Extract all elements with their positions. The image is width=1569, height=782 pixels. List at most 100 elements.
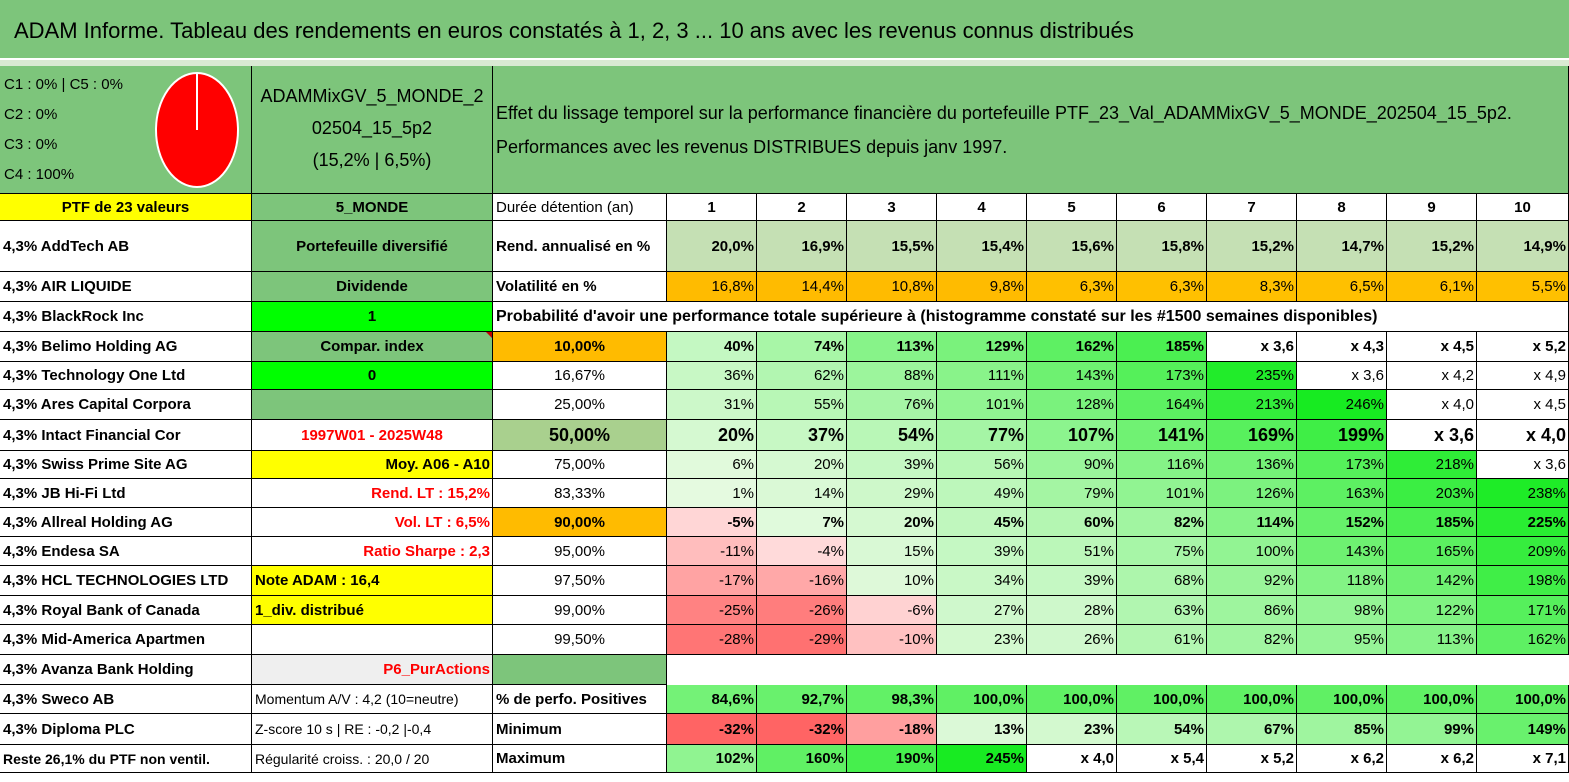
positive-performance-value: 84,6% bbox=[667, 685, 757, 714]
minimum-value: 85% bbox=[1297, 714, 1387, 745]
volatility-value: 6,1% bbox=[1387, 272, 1477, 302]
category-label: P6_PurActions bbox=[252, 655, 493, 685]
probability-value: x 4,0 bbox=[1387, 390, 1477, 420]
probability-value: 40% bbox=[667, 332, 757, 362]
empty-cell bbox=[252, 625, 493, 655]
period-range: 1997W01 - 2025W48 bbox=[252, 420, 493, 451]
probability-value: -5% bbox=[667, 508, 757, 537]
probability-value: -6% bbox=[847, 596, 937, 625]
probability-value: 20% bbox=[847, 508, 937, 537]
probability-value: 75% bbox=[1117, 537, 1207, 566]
return-value: 15,8% bbox=[1117, 221, 1207, 272]
probability-value: 36% bbox=[667, 362, 757, 390]
probability-value: x 4,0 bbox=[1477, 420, 1569, 451]
probability-value: 92% bbox=[1207, 566, 1297, 596]
volatility-value: 6,5% bbox=[1297, 272, 1387, 302]
probability-value: 101% bbox=[1117, 479, 1207, 508]
return-value: 14,7% bbox=[1297, 221, 1387, 272]
minimum-value: 54% bbox=[1117, 714, 1207, 745]
probability-value: 100% bbox=[1207, 537, 1297, 566]
probability-value: 122% bbox=[1387, 596, 1477, 625]
probability-threshold: 97,50% bbox=[493, 566, 667, 596]
probability-value: 143% bbox=[1297, 537, 1387, 566]
probability-value: -11% bbox=[667, 537, 757, 566]
dividend-value: 1 bbox=[252, 302, 493, 332]
allocation-c1-c5: C1 : 0% | C5 : 0% bbox=[4, 76, 123, 93]
probability-value: 163% bbox=[1297, 479, 1387, 508]
maximum-value: 245% bbox=[937, 745, 1027, 773]
maximum-value: 102% bbox=[667, 745, 757, 773]
probability-value: 203% bbox=[1387, 479, 1477, 508]
holding-item: 4,3% Avanza Bank Holding bbox=[0, 655, 252, 685]
return-value: 15,2% bbox=[1387, 221, 1477, 272]
compar-index-label: Compar. index bbox=[252, 332, 493, 362]
probability-value: 129% bbox=[937, 332, 1027, 362]
dividend-label: Dividende bbox=[252, 272, 493, 302]
average-years: Moy. A06 - A10 bbox=[252, 451, 493, 479]
positive-performance-value: 100,0% bbox=[1297, 685, 1387, 714]
minimum-value: 23% bbox=[1027, 714, 1117, 745]
probability-value: -29% bbox=[757, 625, 847, 655]
return-value: 15,5% bbox=[847, 221, 937, 272]
empty-green-cell bbox=[493, 655, 667, 685]
volatility-value: 14,4% bbox=[757, 272, 847, 302]
probability-value: 60% bbox=[1027, 508, 1117, 537]
probability-value: 136% bbox=[1207, 451, 1297, 479]
probability-value: 26% bbox=[1027, 625, 1117, 655]
year-6: 6 bbox=[1117, 194, 1207, 221]
sharpe-ratio: Ratio Sharpe : 2,3 bbox=[252, 537, 493, 566]
year-4: 4 bbox=[937, 194, 1027, 221]
probability-value: 88% bbox=[847, 362, 937, 390]
probability-value: 39% bbox=[937, 537, 1027, 566]
title-separator bbox=[0, 60, 1569, 66]
maximum-value: x 7,1 bbox=[1477, 745, 1569, 773]
year-9: 9 bbox=[1387, 194, 1477, 221]
volatility-label: Volatilité en % bbox=[493, 272, 667, 302]
probability-value: 107% bbox=[1027, 420, 1117, 451]
probability-value: 111% bbox=[937, 362, 1027, 390]
regularity: Régularité croiss. : 20,0 / 20 bbox=[252, 745, 493, 773]
probability-value: 68% bbox=[1117, 566, 1207, 596]
probability-value: 126% bbox=[1207, 479, 1297, 508]
probability-value: 162% bbox=[1477, 625, 1569, 655]
report-title: ADAM Informe. Tableau des rendements en … bbox=[0, 0, 1569, 60]
probability-value: 74% bbox=[757, 332, 847, 362]
zone-label: 5_MONDE bbox=[252, 194, 493, 221]
volatility-value: 16,8% bbox=[667, 272, 757, 302]
probability-value: 90% bbox=[1027, 451, 1117, 479]
probability-value: 82% bbox=[1117, 508, 1207, 537]
probability-value: 29% bbox=[847, 479, 937, 508]
description-panel: Effet du lissage temporel sur la perform… bbox=[493, 66, 1569, 194]
minimum-value: -18% bbox=[847, 714, 937, 745]
probability-value: 142% bbox=[1387, 566, 1477, 596]
probability-value: 198% bbox=[1477, 566, 1569, 596]
holding-item: 4,3% Diploma PLC bbox=[0, 714, 252, 745]
compar-index-value: 0 bbox=[252, 362, 493, 390]
probability-value: 37% bbox=[757, 420, 847, 451]
probability-value: 143% bbox=[1027, 362, 1117, 390]
maximum-label: Maximum bbox=[493, 745, 667, 773]
positive-performance-value: 98,3% bbox=[847, 685, 937, 714]
probability-value: 54% bbox=[847, 420, 937, 451]
probability-value: 39% bbox=[1027, 566, 1117, 596]
long-term-return: Rend. LT : 15,2% bbox=[252, 479, 493, 508]
probability-value: 162% bbox=[1027, 332, 1117, 362]
probability-threshold: 90,00% bbox=[493, 508, 667, 537]
probability-value: -4% bbox=[757, 537, 847, 566]
volatility-value: 6,3% bbox=[1027, 272, 1117, 302]
probability-value: 113% bbox=[847, 332, 937, 362]
probability-value: x 3,6 bbox=[1387, 420, 1477, 451]
probability-threshold: 95,00% bbox=[493, 537, 667, 566]
holding-item: 4,3% JB Hi-Fi Ltd bbox=[0, 479, 252, 508]
probability-value: 238% bbox=[1477, 479, 1569, 508]
probability-value: 218% bbox=[1387, 451, 1477, 479]
volatility-value: 6,3% bbox=[1117, 272, 1207, 302]
probability-value: 49% bbox=[937, 479, 1027, 508]
probability-value: 116% bbox=[1117, 451, 1207, 479]
probability-value: 141% bbox=[1117, 420, 1207, 451]
probability-value: 28% bbox=[1027, 596, 1117, 625]
probability-value: 6% bbox=[667, 451, 757, 479]
positive-performance-value: 100,0% bbox=[1027, 685, 1117, 714]
probability-threshold: 83,33% bbox=[493, 479, 667, 508]
probability-value: 165% bbox=[1387, 537, 1477, 566]
